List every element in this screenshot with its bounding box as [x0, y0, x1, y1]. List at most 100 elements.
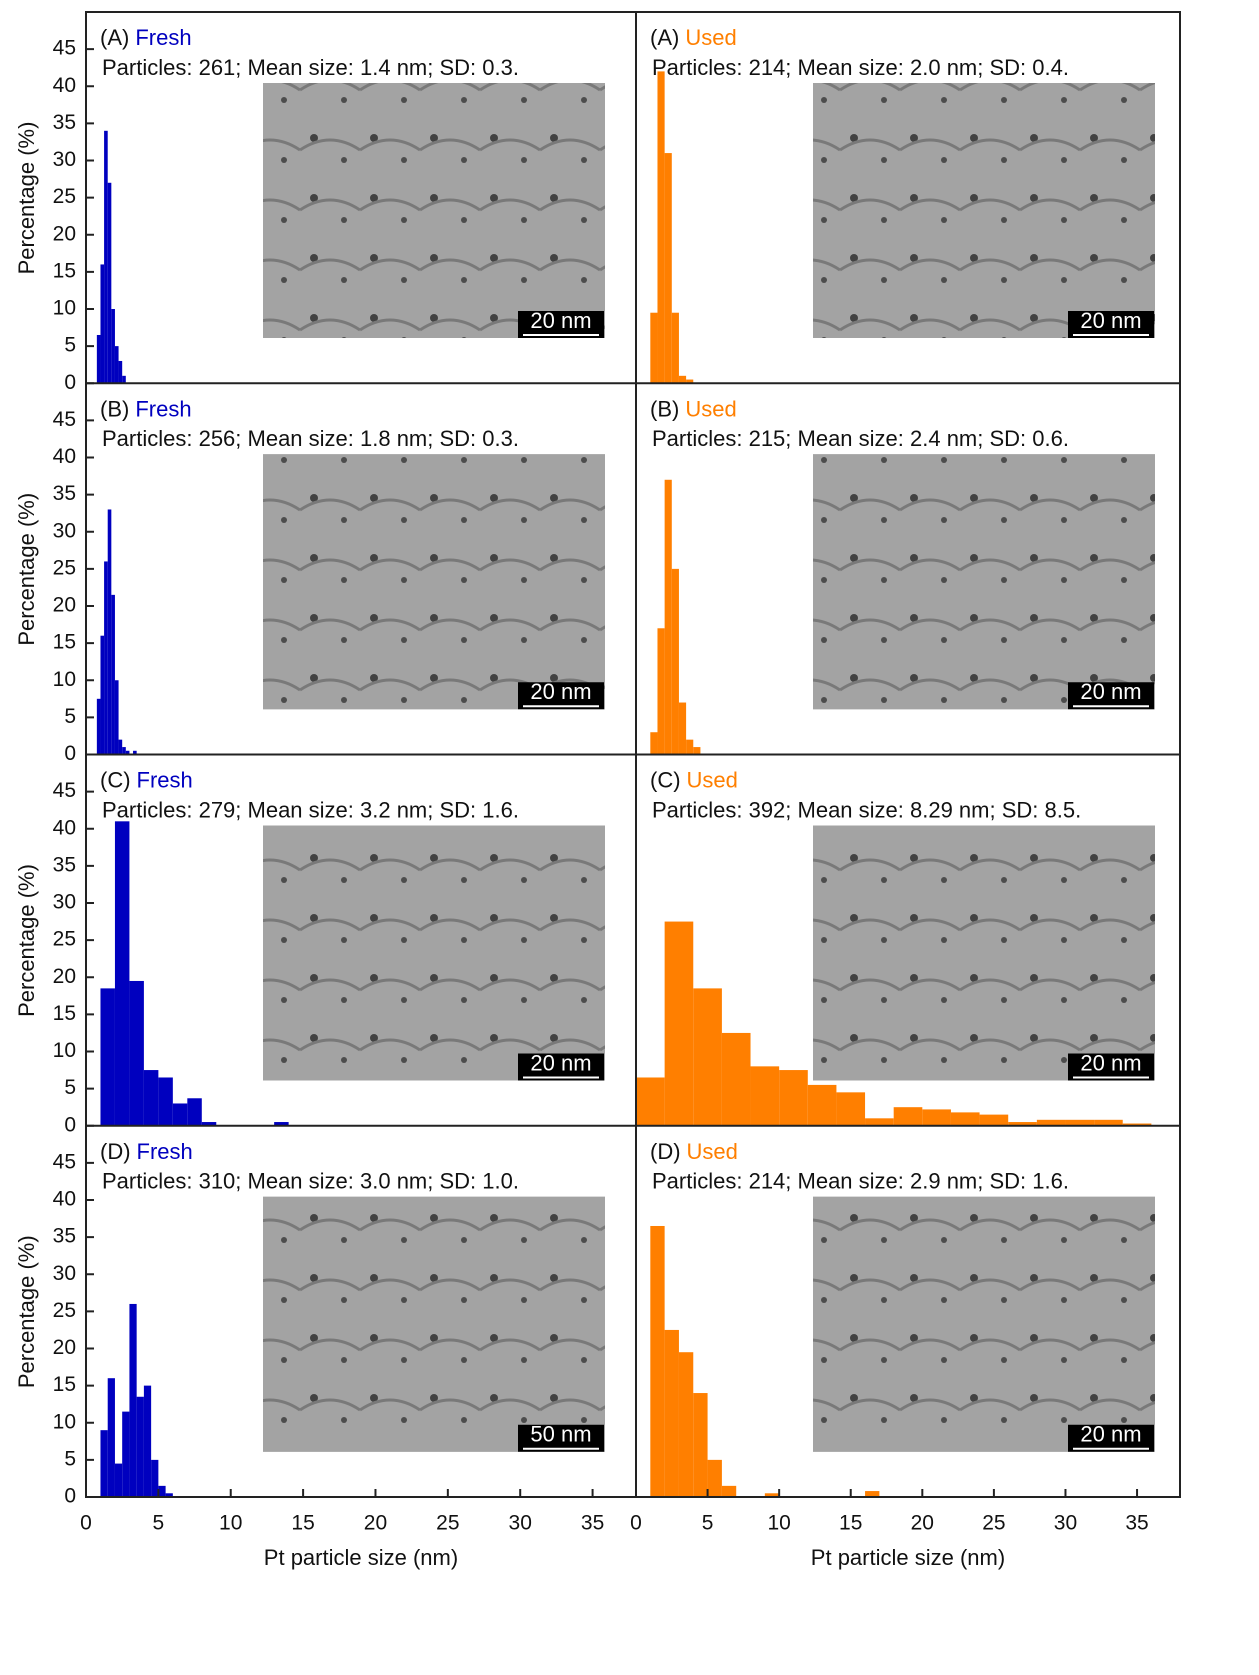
y-tick-label: 25: [53, 185, 76, 208]
histogram-bar: [922, 1109, 951, 1126]
histogram-bar: [664, 1329, 679, 1497]
annotation: Particles: 214; Mean size: 2.0 nm; SD: 0…: [652, 55, 1069, 80]
histogram-bar: [678, 375, 687, 384]
panel-letter: (D): [650, 1139, 681, 1164]
annotation: Particles: 256; Mean size: 1.8 nm; SD: 0…: [102, 426, 519, 451]
panel-label: (C) Fresh: [100, 767, 193, 792]
panel-letter: (C): [650, 767, 681, 792]
tem-image-shade: [813, 825, 1155, 1081]
scale-bar-label: 20 nm: [530, 679, 591, 704]
panel-letter: (A): [100, 25, 129, 50]
tem-image-shade: [813, 83, 1155, 338]
y-tick-label: 45: [53, 408, 76, 431]
panel-letter: (D): [100, 1139, 131, 1164]
histogram-bar: [1094, 1119, 1123, 1126]
x-tick-label: 35: [581, 1512, 604, 1535]
histogram-bar: [721, 1032, 751, 1126]
y-tick-label: 5: [64, 334, 76, 357]
y-tick-label: 10: [53, 1410, 76, 1433]
histogram-bar: [158, 1077, 173, 1126]
x-tick-label: 10: [219, 1512, 242, 1535]
x-tick-label: 20: [364, 1512, 387, 1535]
scale-bar-box: [518, 682, 604, 710]
y-tick-label: 0: [64, 742, 76, 765]
histogram-bar: [165, 1493, 173, 1497]
histogram-bar: [678, 1352, 694, 1497]
histogram-bar: [133, 750, 137, 755]
y-tick-label: 20: [53, 1336, 76, 1359]
y-tick-label: 25: [53, 928, 76, 951]
histogram-bar: [114, 680, 119, 755]
histogram-bar: [657, 71, 665, 384]
histogram-bar: [274, 1122, 289, 1126]
sample-name: Fresh: [137, 1139, 193, 1164]
y-tick-label: 45: [53, 779, 76, 802]
sample-name: Fresh: [137, 767, 193, 792]
histogram-bar: [114, 1463, 123, 1497]
sample-name: Used: [687, 1139, 738, 1164]
histogram-bar: [807, 1084, 837, 1126]
histogram-bar: [707, 1459, 722, 1497]
histogram-bar: [107, 509, 112, 755]
scale-bar-box: [518, 1053, 604, 1081]
histogram-bar: [950, 1112, 980, 1126]
x-axis-label: Pt particle size (nm): [811, 1545, 1005, 1570]
y-tick-label: 40: [53, 816, 76, 839]
scale-bar-label: 20 nm: [1080, 308, 1141, 333]
histogram-bar: [100, 1430, 108, 1497]
histogram-bar: [96, 698, 101, 755]
scale-bar-box: [518, 311, 604, 338]
panel-label: (C) Used: [650, 767, 738, 792]
histogram-bar: [100, 264, 105, 384]
tem-image-shade: [813, 1196, 1155, 1452]
sample-name: Used: [685, 396, 736, 421]
histogram-bar: [1008, 1122, 1037, 1126]
sample-name: Fresh: [135, 25, 191, 50]
y-tick-label: 25: [53, 1299, 76, 1322]
scale-bar-box: [1068, 1053, 1154, 1081]
panel-label: (D) Fresh: [100, 1139, 193, 1164]
x-tick-label: 30: [509, 1512, 532, 1535]
histogram-bar: [664, 921, 694, 1126]
histogram-bar: [104, 130, 108, 384]
scale-bar-label: 20 nm: [1080, 679, 1141, 704]
sample-name: Used: [685, 25, 736, 50]
histogram-bar: [172, 1103, 188, 1126]
panel-letter: (B): [100, 396, 129, 421]
histogram-bar: [107, 1378, 115, 1497]
histogram-bar: [750, 1066, 780, 1126]
y-tick-label: 20: [53, 965, 76, 988]
y-axis-label: Percentage (%): [14, 122, 39, 275]
sample-name: Used: [687, 767, 738, 792]
frame: [85, 11, 1181, 1498]
histogram-bar: [1065, 1119, 1095, 1126]
y-tick-label: 35: [53, 482, 76, 505]
histogram-bar: [143, 1070, 159, 1126]
x-tick-label: 5: [702, 1512, 714, 1535]
y-tick-label: 5: [64, 705, 76, 728]
scale-bar-box: [1068, 311, 1154, 338]
histogram-bar: [118, 739, 123, 755]
histogram-bar: [650, 312, 658, 384]
histogram-bar: [636, 1077, 665, 1126]
histogram-bar: [671, 312, 679, 384]
x-axis-label: Pt particle size (nm): [264, 1545, 458, 1570]
histogram-bar: [721, 1485, 737, 1497]
histogram-bar: [664, 479, 672, 755]
histogram-bar: [151, 1459, 159, 1497]
histogram-bar: [136, 1396, 144, 1497]
y-tick-label: 0: [64, 371, 76, 394]
y-tick-label: 25: [53, 556, 76, 579]
histogram-bar: [187, 1098, 202, 1126]
tem-image-shade: [263, 454, 605, 710]
histogram-bar: [671, 568, 679, 755]
histogram-bar: [650, 1225, 665, 1497]
histogram-bar: [678, 702, 687, 755]
histogram-bar: [201, 1122, 217, 1126]
y-tick-label: 0: [64, 1485, 76, 1508]
scale-bar-label: 20 nm: [530, 1050, 591, 1075]
panel-label: (D) Used: [650, 1139, 738, 1164]
histogram-bar: [100, 988, 115, 1126]
y-tick-label: 20: [53, 222, 76, 245]
annotation: Particles: 214; Mean size: 2.9 nm; SD: 1…: [652, 1169, 1069, 1194]
